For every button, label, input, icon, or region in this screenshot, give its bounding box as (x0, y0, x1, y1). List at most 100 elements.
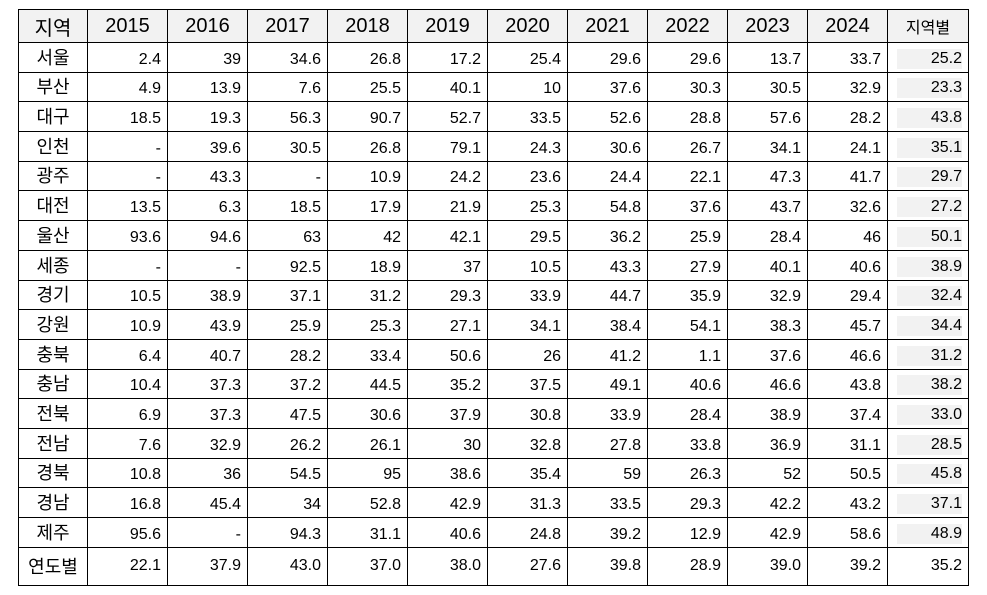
value-cell: 23.6 (487, 160, 568, 192)
value-cell: 54.1 (647, 309, 728, 340)
value-cell: 25.3 (327, 309, 408, 340)
header-region: 지역 (18, 9, 88, 43)
table-row: 경남 16.8 45.4 34 52.8 42.9 31.3 33.5 29.3 42.2 43.2… (18, 487, 969, 518)
header-year: 2016 (167, 9, 248, 43)
value-cell: 30.6 (567, 131, 648, 162)
value-cell: 33.5 (567, 487, 648, 518)
value-cell: 28.4 (647, 398, 728, 429)
value-cell: 30.5 (247, 131, 328, 162)
region-name: 인천 (18, 131, 88, 162)
value-cell: 4.9 (87, 71, 168, 103)
value-cell: 32.9 (727, 279, 808, 311)
value-cell: 43.2 (807, 487, 888, 518)
value-cell: 42.9 (727, 517, 808, 548)
value-cell: 36.2 (567, 220, 648, 251)
average-cell: 37.1 (887, 487, 969, 518)
value-cell: 7.6 (247, 71, 328, 103)
value-cell: 37.3 (167, 368, 248, 400)
value-cell: 46 (807, 220, 888, 251)
value-cell: 31.3 (487, 487, 568, 518)
average-value: 35.2 (930, 557, 962, 575)
header-year: 2019 (407, 9, 488, 43)
value-cell: 2.4 (87, 42, 168, 73)
value-cell: 36 (167, 457, 248, 489)
value-cell: 26.1 (327, 427, 408, 459)
average-value: 29.7 (896, 167, 962, 188)
average-value: 43.8 (896, 108, 962, 129)
average-value: 28.5 (896, 434, 962, 455)
value-cell: 25.9 (647, 220, 728, 251)
value-cell: 24.4 (567, 160, 648, 192)
value-cell: 43.7 (727, 190, 808, 222)
table-row: 충남 10.4 37.3 37.2 44.5 35.2 37.5 49.1 40.6 46.6 43… (18, 368, 969, 400)
value-cell: 22.1 (647, 160, 728, 192)
value-cell: 95 (327, 457, 408, 489)
value-cell: 90.7 (327, 101, 408, 133)
value-cell: 35.9 (647, 279, 728, 311)
region-name: 울산 (18, 220, 88, 251)
value-cell: 29.3 (407, 279, 488, 311)
value-cell: 33.8 (647, 427, 728, 459)
value-cell: 37.5 (487, 368, 568, 400)
value-cell: 63 (247, 220, 328, 251)
average-cell: 43.8 (887, 101, 969, 133)
region-name: 충북 (18, 338, 88, 370)
value-cell: 93.6 (87, 220, 168, 251)
value-cell: 94.3 (247, 517, 328, 548)
average-cell: 28.5 (887, 427, 969, 459)
value-cell: 45.4 (167, 487, 248, 518)
average-value: 35.1 (896, 137, 962, 158)
value-cell: 10.4 (87, 368, 168, 400)
value-cell: 18.9 (327, 249, 408, 281)
value-cell: 28.9 (647, 546, 728, 586)
total-label: 연도별 (18, 546, 88, 586)
value-cell: 37.2 (247, 368, 328, 400)
value-cell: 39.8 (567, 546, 648, 586)
region-name: 경남 (18, 487, 88, 518)
value-cell: 24.8 (487, 517, 568, 548)
value-cell: 27.9 (647, 249, 728, 281)
average-cell: 23.3 (887, 71, 969, 103)
table-row: 대구 18.5 19.3 56.3 90.7 52.7 33.5 52.6 28.8 57.6 28… (18, 101, 969, 133)
table-row: 전남 7.6 32.9 26.2 26.1 30 32.8 27.8 33.8 36.9 31.1 2… (18, 427, 969, 459)
value-cell: 27.1 (407, 309, 488, 340)
value-cell: 52.6 (567, 101, 648, 133)
average-value: 34.4 (896, 315, 962, 336)
header-year: 2015 (87, 9, 168, 43)
average-cell: 29.7 (887, 160, 969, 192)
value-cell: 94.6 (167, 220, 248, 251)
value-cell: 30 (407, 427, 488, 459)
value-cell: 26.3 (647, 457, 728, 489)
value-cell: 10 (487, 71, 568, 103)
region-name: 세종 (18, 249, 88, 281)
average-value: 27.2 (896, 197, 962, 218)
value-cell: 50.5 (807, 457, 888, 489)
table-row: 인천 -39.6 30.5 26.8 79.1 24.3 30.6 26.7 34.1 24.1 3… (18, 131, 969, 162)
value-cell: 52.8 (327, 487, 408, 518)
value-cell: 47.5 (247, 398, 328, 429)
value-cell: 31.1 (327, 517, 408, 548)
value-cell: 29.4 (807, 279, 888, 311)
value-cell: 34.1 (727, 131, 808, 162)
value-cell: 35.4 (487, 457, 568, 489)
value-cell: 30.8 (487, 398, 568, 429)
average-cell: 27.2 (887, 190, 969, 222)
value-cell: - (87, 131, 168, 162)
value-cell: 31.1 (807, 427, 888, 459)
value-cell: 25.4 (487, 42, 568, 73)
value-cell: 43.8 (807, 368, 888, 400)
regional-yearly-table: 지역 2015 2016 2017 2018 2019 2020 2021 2022 2023 20… (18, 9, 969, 586)
value-cell: 13.9 (167, 71, 248, 103)
average-cell: 33.0 (887, 398, 969, 429)
value-cell: 43.9 (167, 309, 248, 340)
value-cell: 33.4 (327, 338, 408, 370)
value-cell: 24.3 (487, 131, 568, 162)
region-name: 경기 (18, 279, 88, 311)
header-region-average: 지역별 (887, 9, 969, 43)
value-cell: 44.5 (327, 368, 408, 400)
table-row: 대전 13.5 6.3 18.5 17.9 21.9 25.3 54.8 37.6 43.7 32.… (18, 190, 969, 222)
header-year: 2024 (807, 9, 888, 43)
average-value: 38.2 (896, 375, 962, 396)
value-cell: 39.6 (167, 131, 248, 162)
value-cell: 29.5 (487, 220, 568, 251)
